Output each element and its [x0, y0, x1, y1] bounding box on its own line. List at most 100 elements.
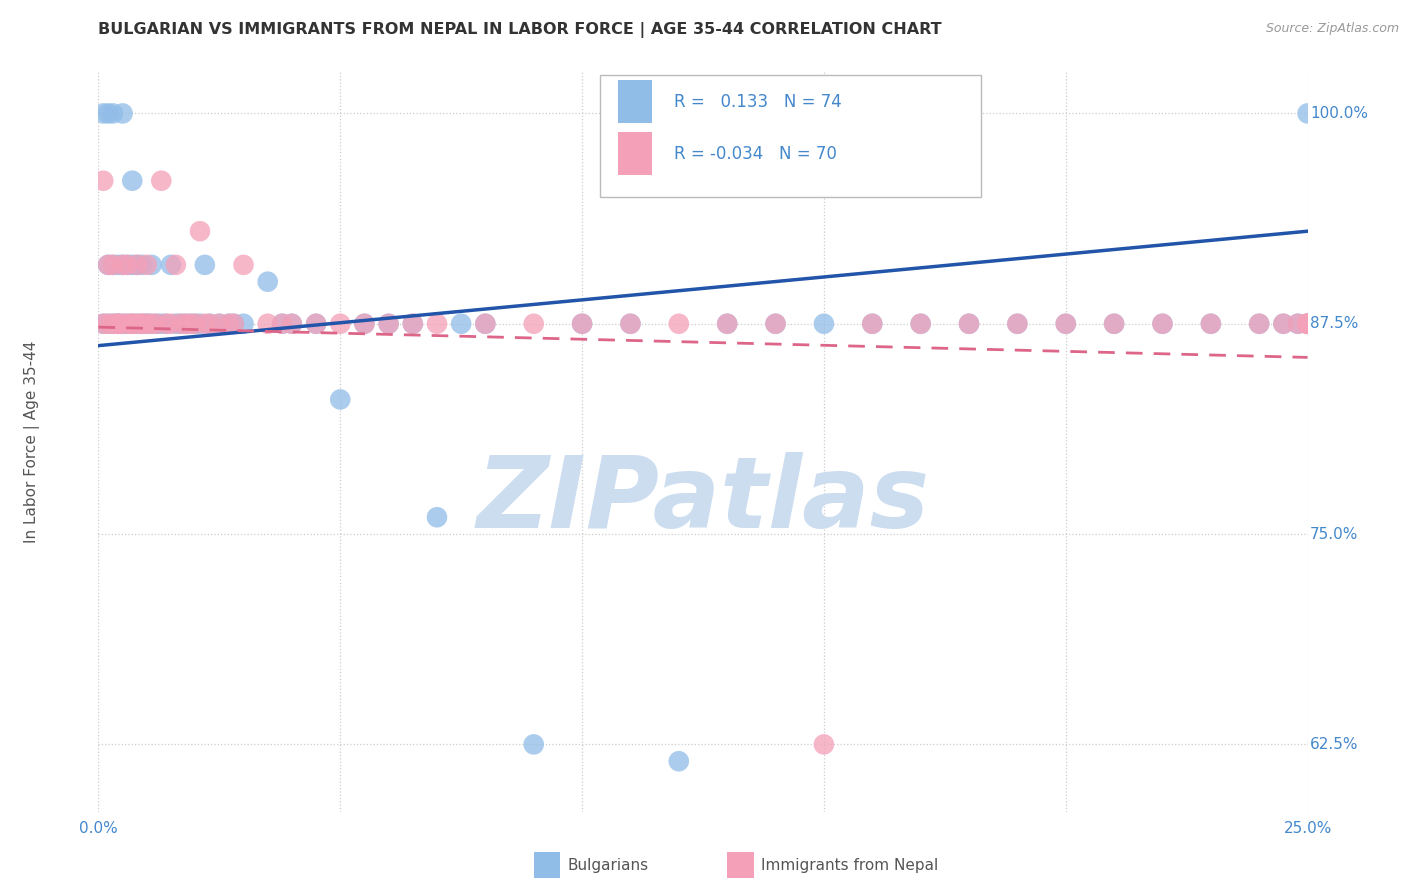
Point — [281, 317, 304, 331]
Point — [97, 317, 120, 331]
Point — [426, 510, 449, 524]
Point — [1152, 317, 1174, 331]
Point — [131, 317, 153, 331]
Point — [97, 317, 120, 331]
Point — [765, 317, 787, 331]
Point — [101, 258, 124, 272]
Point — [135, 317, 157, 331]
Text: 75.0%: 75.0% — [1310, 526, 1358, 541]
Point — [101, 106, 124, 120]
Point — [150, 174, 173, 188]
Point — [426, 317, 449, 331]
Point — [174, 317, 197, 331]
Point — [101, 258, 124, 272]
Point — [135, 317, 157, 331]
Point — [135, 317, 157, 331]
Point — [160, 317, 183, 331]
Point — [523, 317, 546, 331]
Point — [131, 317, 153, 331]
Point — [131, 258, 153, 272]
Point — [121, 317, 143, 331]
Point — [155, 317, 177, 331]
Point — [107, 317, 129, 331]
Point — [619, 317, 641, 331]
Point — [474, 317, 496, 331]
Point — [957, 317, 980, 331]
Point — [329, 317, 352, 331]
Point — [668, 317, 690, 331]
Point — [169, 317, 191, 331]
Point — [957, 317, 980, 331]
Point — [765, 317, 787, 331]
Point — [910, 317, 932, 331]
Point — [271, 317, 294, 331]
Point — [1152, 317, 1174, 331]
Point — [184, 317, 207, 331]
Point — [353, 317, 375, 331]
Point — [377, 317, 399, 331]
Point — [571, 317, 593, 331]
Point — [169, 317, 191, 331]
Point — [145, 317, 167, 331]
Point — [281, 317, 304, 331]
Point — [121, 317, 143, 331]
Point — [1199, 317, 1222, 331]
Point — [1007, 317, 1029, 331]
Text: Immigrants from Nepal: Immigrants from Nepal — [761, 857, 938, 872]
Point — [402, 317, 425, 331]
Point — [1296, 317, 1319, 331]
Point — [117, 258, 139, 272]
Point — [141, 317, 163, 331]
Point — [107, 317, 129, 331]
Point — [1054, 317, 1077, 331]
FancyBboxPatch shape — [619, 132, 652, 175]
Point — [353, 317, 375, 331]
Point — [474, 317, 496, 331]
Point — [450, 317, 472, 331]
Point — [198, 317, 221, 331]
Point — [668, 754, 690, 768]
Point — [97, 106, 120, 120]
Point — [1199, 317, 1222, 331]
Point — [127, 317, 149, 331]
Point — [117, 317, 139, 331]
Point — [222, 317, 245, 331]
Point — [1286, 317, 1309, 331]
Point — [208, 317, 231, 331]
Point — [571, 317, 593, 331]
Point — [107, 258, 129, 272]
Point — [1296, 317, 1319, 331]
Point — [1296, 317, 1319, 331]
Point — [107, 317, 129, 331]
Point — [145, 317, 167, 331]
Point — [188, 317, 211, 331]
Point — [1296, 317, 1319, 331]
Point — [111, 317, 134, 331]
Point — [127, 258, 149, 272]
Point — [910, 317, 932, 331]
Text: R = -0.034   N = 70: R = -0.034 N = 70 — [673, 145, 837, 162]
Point — [198, 317, 221, 331]
Point — [402, 317, 425, 331]
Point — [141, 317, 163, 331]
Point — [232, 258, 254, 272]
Point — [813, 738, 835, 752]
Point — [127, 258, 149, 272]
Point — [91, 106, 114, 120]
Point — [127, 317, 149, 331]
Point — [716, 317, 738, 331]
Point — [1102, 317, 1125, 331]
Point — [716, 317, 738, 331]
Point — [1007, 317, 1029, 331]
Text: BULGARIAN VS IMMIGRANTS FROM NEPAL IN LABOR FORCE | AGE 35-44 CORRELATION CHART: BULGARIAN VS IMMIGRANTS FROM NEPAL IN LA… — [98, 22, 942, 38]
Point — [208, 317, 231, 331]
Point — [329, 392, 352, 407]
Point — [117, 317, 139, 331]
Text: Source: ZipAtlas.com: Source: ZipAtlas.com — [1265, 22, 1399, 36]
Point — [101, 317, 124, 331]
Text: 87.5%: 87.5% — [1310, 317, 1358, 331]
Point — [101, 317, 124, 331]
Point — [155, 317, 177, 331]
Point — [256, 317, 278, 331]
Point — [1286, 317, 1309, 331]
